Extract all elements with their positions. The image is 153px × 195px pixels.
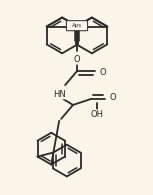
FancyBboxPatch shape bbox=[66, 21, 88, 31]
Text: OH: OH bbox=[90, 110, 103, 119]
Text: HN: HN bbox=[53, 90, 65, 98]
Text: O: O bbox=[99, 68, 106, 77]
Text: O: O bbox=[74, 55, 80, 64]
Text: Aps: Aps bbox=[72, 23, 82, 28]
Text: O: O bbox=[109, 93, 116, 103]
